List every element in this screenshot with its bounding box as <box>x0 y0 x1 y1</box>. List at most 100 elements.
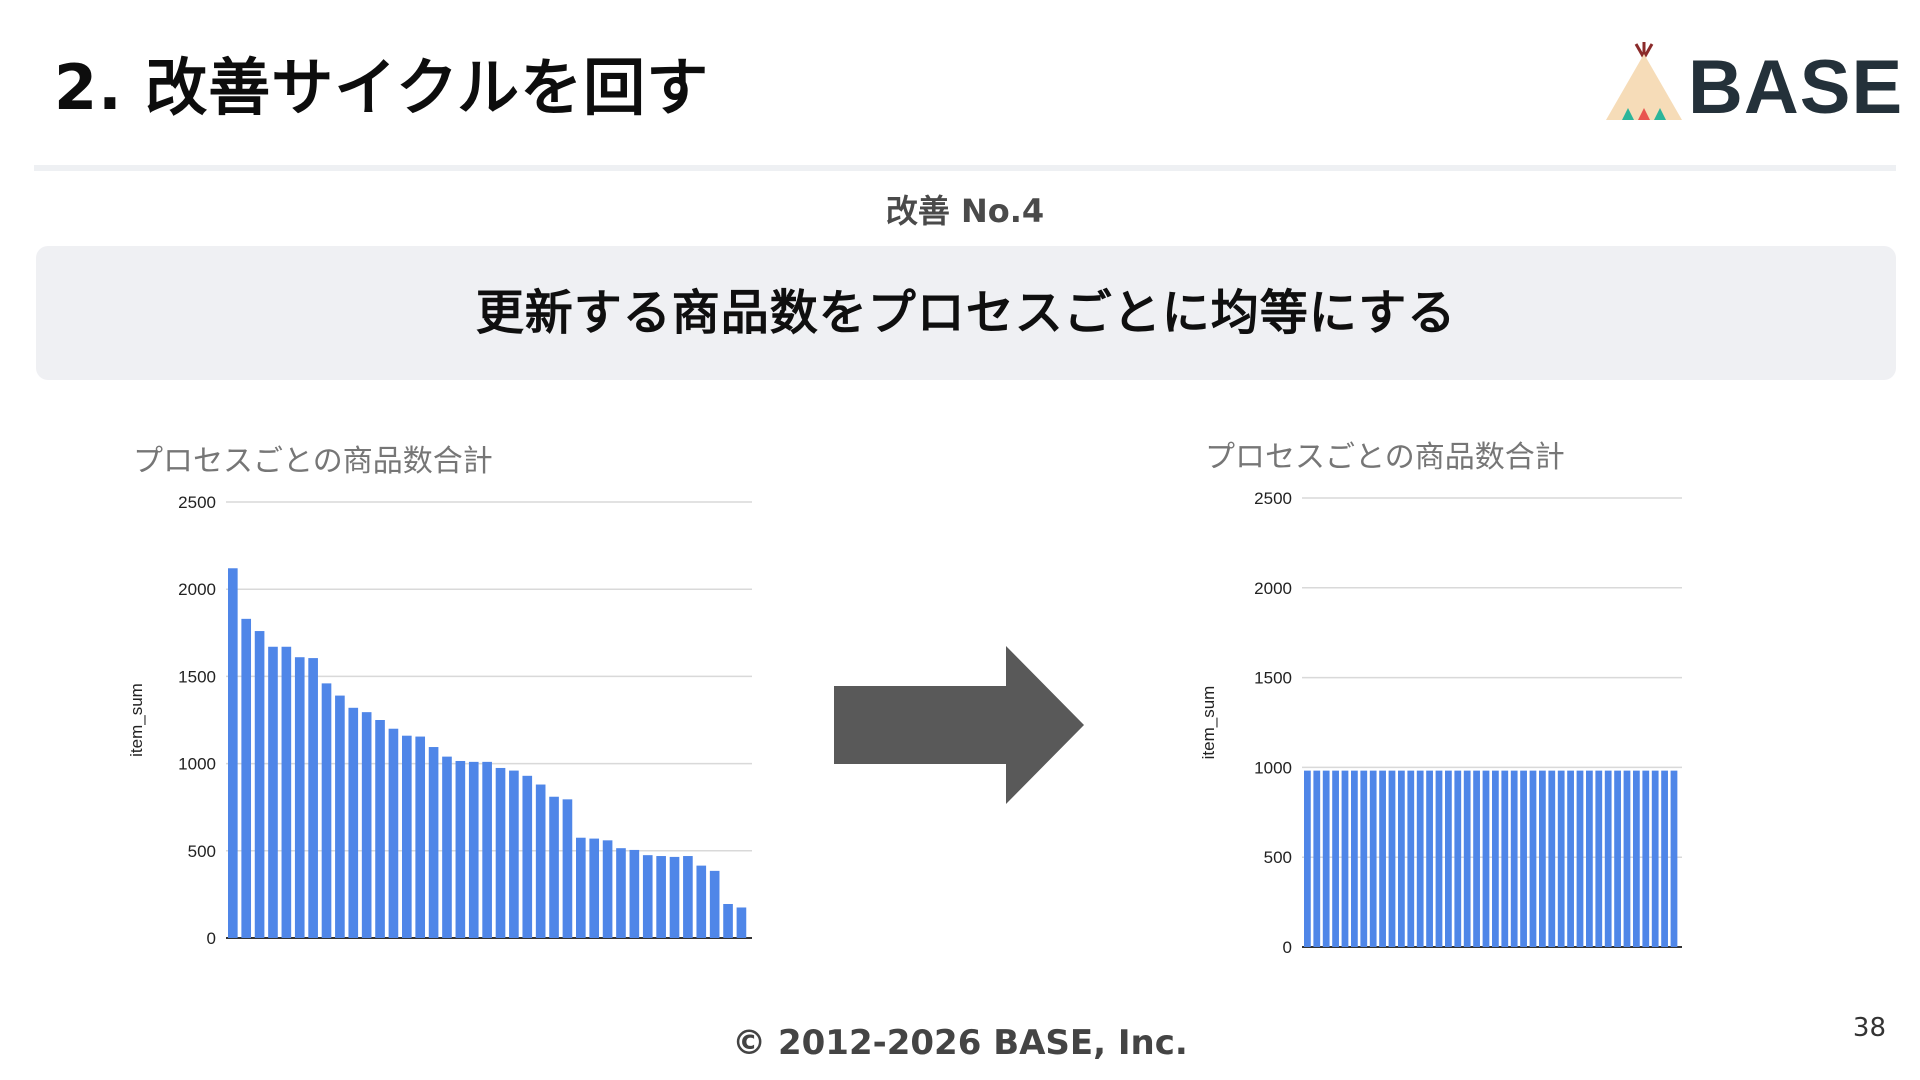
bar <box>321 683 332 938</box>
bar <box>1670 770 1678 947</box>
bar <box>1313 770 1321 947</box>
bar <box>549 796 559 938</box>
bar <box>308 658 318 938</box>
chart-after: プロセスごとの商品数合計 2500 2000 1500 1000 500 0 item_su… <box>1199 432 1722 962</box>
y-tick-label: 2000 <box>178 580 216 599</box>
bar <box>1595 770 1603 947</box>
bar <box>1351 770 1358 947</box>
bar <box>468 761 479 938</box>
y-tick-label: 1500 <box>178 667 216 686</box>
bar <box>1614 770 1621 947</box>
bar <box>616 848 626 938</box>
bar <box>709 870 720 938</box>
bar <box>736 907 747 938</box>
bar <box>1435 770 1443 947</box>
bar <box>1586 770 1593 947</box>
bar <box>335 695 345 938</box>
bar <box>509 770 519 938</box>
bar <box>1473 770 1480 947</box>
bar <box>495 767 506 938</box>
bar <box>562 799 573 938</box>
y-tick-label: 1000 <box>178 755 216 774</box>
y-tick-label: 2000 <box>1254 579 1292 598</box>
bar <box>1604 770 1612 947</box>
y-tick-label: 2500 <box>1254 489 1292 508</box>
bar <box>1642 770 1650 947</box>
bar <box>1322 770 1330 947</box>
y-tick-label: 1000 <box>1254 758 1292 777</box>
right-arrow-icon <box>834 646 1084 808</box>
bar <box>1388 770 1396 947</box>
base-logo: BASE <box>1600 40 1902 130</box>
bar <box>1416 770 1424 947</box>
bar <box>1360 770 1368 947</box>
bar <box>576 837 586 938</box>
y-tick-label: 1500 <box>1254 669 1292 688</box>
y-tick-label: 0 <box>1283 938 1292 957</box>
y-tick-label: 0 <box>207 929 216 948</box>
bar <box>696 865 707 938</box>
bar <box>1557 770 1565 947</box>
bar <box>1482 770 1490 947</box>
bar <box>1510 770 1518 947</box>
copyright: © 2012-2026 BASE, Inc. <box>732 1023 1188 1063</box>
bar <box>375 720 385 938</box>
bar <box>1379 770 1386 947</box>
bar <box>415 736 426 938</box>
bar <box>656 856 666 938</box>
headline: 更新する商品数をプロセスごとに均等にする <box>475 285 1457 341</box>
bar <box>669 856 680 938</box>
bar <box>1576 770 1584 947</box>
improvement-number: 改善 No.4 <box>885 192 1045 230</box>
bar <box>629 849 640 938</box>
chart-before: プロセスごとの商品数合計 2500 2000 1500 1000 500 0 item_su… <box>127 436 768 956</box>
bar <box>1567 770 1574 947</box>
bar <box>361 712 372 938</box>
bar <box>402 735 412 938</box>
y-tick-label: 500 <box>188 842 216 861</box>
bar <box>522 775 533 938</box>
chart-title: プロセスごとの商品数合計 <box>1205 440 1565 475</box>
bar <box>388 728 399 938</box>
bar <box>1332 770 1339 947</box>
bar <box>1539 770 1546 947</box>
title-divider <box>34 165 1896 171</box>
slide-title: 2. 改善サイクルを回す <box>54 51 710 124</box>
bar <box>228 568 238 938</box>
y-tick-label: 2500 <box>178 493 216 512</box>
bar <box>294 657 305 938</box>
bar <box>683 856 693 938</box>
chart-title: プロセスごとの商品数合計 <box>133 444 493 479</box>
bar <box>1633 770 1640 947</box>
y-axis-label: item_sum <box>1199 686 1218 760</box>
bar <box>268 646 278 938</box>
bar <box>1445 770 1452 947</box>
bar <box>1426 770 1433 947</box>
bar <box>1548 770 1556 947</box>
bar <box>442 756 452 938</box>
bar <box>281 646 292 938</box>
bar <box>348 707 359 938</box>
headline-box: 更新する商品数をプロセスごとに均等にする <box>36 246 1896 380</box>
bar <box>723 903 733 938</box>
bar <box>1529 770 1537 947</box>
bar <box>1501 770 1509 947</box>
bar <box>482 761 492 938</box>
bar <box>602 840 613 938</box>
bar <box>1398 770 1405 947</box>
bar <box>1651 770 1659 947</box>
base-tent-logo-icon <box>1606 42 1682 120</box>
bar <box>1341 770 1349 947</box>
y-tick-label: 500 <box>1264 848 1292 867</box>
bar <box>1520 770 1527 947</box>
chart-before-plot: 2500 2000 1500 1000 500 0 item_sum <box>127 493 752 948</box>
bar <box>1661 770 1668 947</box>
bar <box>1304 770 1311 947</box>
bar <box>1369 770 1377 947</box>
y-axis-label: item_sum <box>127 683 146 757</box>
bar <box>1463 770 1471 947</box>
bar <box>1454 770 1462 947</box>
bar <box>1492 770 1499 947</box>
chart-after-plot: 2500 2000 1500 1000 500 0 item_sum <box>1199 489 1682 957</box>
bar <box>589 838 600 938</box>
